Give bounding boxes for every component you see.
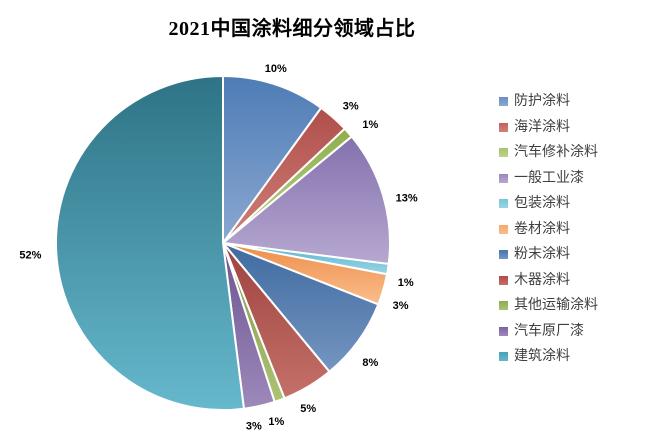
- chart-title: 2021中国涂料细分领域占比: [168, 18, 416, 40]
- legend-swatch-icon: [499, 224, 508, 234]
- legend-swatch-icon: [499, 173, 508, 183]
- legend-swatch-icon: [499, 301, 508, 310]
- legend-swatch-icon: [499, 352, 508, 361]
- pie-slice-一般工业漆: [222, 135, 391, 265]
- legend-label: 包装涂料: [514, 196, 570, 211]
- legend-label: 其他运输涂料: [514, 298, 598, 313]
- slice-percent-label: 1%: [398, 277, 414, 289]
- slice-percent-label: 13%: [396, 193, 418, 205]
- legend-item: 汽车原厂漆: [499, 324, 598, 339]
- legend-label: 海洋涂料: [514, 119, 570, 135]
- legend-swatch-icon: [499, 122, 508, 132]
- legend-swatch-icon: [499, 326, 508, 336]
- slice-percent-label: 3%: [246, 420, 262, 432]
- legend-swatch-icon: [499, 199, 508, 208]
- legend-swatch-icon: [499, 275, 508, 285]
- legend-item: 防护涂料: [499, 94, 598, 109]
- legend-item: 包装涂料: [499, 196, 598, 211]
- legend-item: 其他运输涂料: [499, 298, 598, 313]
- legend-label: 建筑涂料: [514, 349, 570, 364]
- legend-item: 木器涂料: [499, 273, 598, 288]
- legend-label: 汽车修补涂料: [514, 145, 598, 160]
- slice-percent-label: 3%: [343, 101, 359, 113]
- pie-slice-建筑涂料: [55, 75, 245, 411]
- slice-percent-label: 3%: [393, 300, 409, 312]
- slice-percent-label: 1%: [268, 416, 284, 428]
- legend-item: 海洋涂料: [499, 120, 598, 135]
- legend-label: 卷材涂料: [514, 221, 570, 237]
- legend-label: 汽车原厂漆: [514, 323, 584, 339]
- pie-slice-防护涂料: [222, 75, 323, 244]
- legend-item: 建筑涂料: [499, 349, 598, 364]
- slice-percent-label: 1%: [362, 119, 378, 131]
- slice-percent-label: 8%: [362, 357, 378, 369]
- legend-item: 卷材涂料: [499, 222, 598, 237]
- legend: 防护涂料海洋涂料汽车修补涂料 一般工业漆包装涂料卷材涂料粉末涂料木器涂料其他运输涂…: [499, 94, 598, 375]
- legend-label: 粉末涂料: [514, 247, 570, 262]
- legend-item: 一般工业漆: [499, 171, 598, 186]
- legend-swatch-icon: [499, 148, 508, 157]
- legend-item: 汽车修补涂料: [499, 145, 598, 160]
- legend-label: 木器涂料: [514, 272, 570, 288]
- legend-item: 粉末涂料: [499, 247, 598, 262]
- legend-swatch-icon: [499, 97, 508, 106]
- legend-label: 一般工业漆: [514, 170, 584, 186]
- legend-label: 防护涂料: [514, 94, 570, 109]
- slice-percent-label: 10%: [265, 63, 287, 75]
- legend-swatch-icon: [499, 250, 508, 259]
- slice-percent-label: 5%: [300, 403, 316, 415]
- slice-percent-label: 52%: [19, 250, 41, 262]
